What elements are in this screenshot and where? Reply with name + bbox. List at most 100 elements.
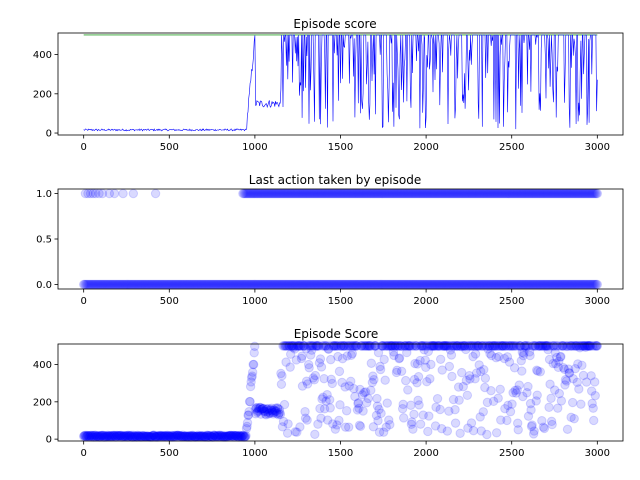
x-tick-label: 500 (160, 448, 179, 459)
score-point (132, 430, 143, 441)
score-point (223, 431, 234, 441)
score-point (224, 431, 234, 441)
score-point (266, 403, 277, 413)
score-point (486, 350, 497, 361)
score-point (153, 431, 163, 441)
score-point (226, 431, 237, 441)
score-point (406, 400, 416, 410)
score-point (402, 347, 412, 358)
score-point (109, 431, 119, 441)
score-point (372, 393, 382, 404)
score-point (266, 405, 276, 415)
score-point (172, 430, 182, 441)
score-point (567, 397, 578, 408)
score-point (172, 430, 183, 441)
score-point (418, 410, 428, 420)
score-point (209, 430, 219, 440)
score-point (263, 409, 274, 419)
score-point (590, 390, 600, 401)
score-point (218, 430, 228, 441)
y-tick-label: 0 (46, 129, 52, 140)
score-point (502, 415, 512, 426)
score-point (147, 430, 157, 441)
score-point (92, 431, 102, 441)
score-point (118, 431, 128, 441)
score-point (251, 409, 261, 419)
score-point (398, 413, 409, 423)
score-point (191, 431, 202, 441)
score-point (247, 371, 257, 381)
score-point (550, 347, 560, 357)
score-point (194, 431, 204, 441)
score-point (533, 366, 543, 376)
score-point (97, 430, 108, 441)
score-point (374, 427, 385, 437)
score-point (396, 366, 407, 376)
score-point (268, 409, 278, 419)
score-point (373, 347, 384, 358)
score-point (157, 430, 167, 441)
score-point (403, 385, 413, 395)
score-point (524, 347, 535, 357)
score-point (290, 344, 300, 354)
score-point (260, 407, 270, 417)
score-point (374, 404, 384, 415)
score-point (233, 431, 243, 441)
score-point (304, 363, 314, 373)
score-point (470, 374, 480, 384)
score-point (310, 370, 321, 381)
score-point (309, 375, 320, 385)
y-tick-label: 400 (33, 360, 52, 371)
score-point (295, 422, 305, 432)
score-point (511, 388, 521, 398)
score-point (178, 430, 188, 440)
y-tick-label: 1.0 (36, 189, 52, 200)
plot-area (78, 188, 603, 290)
score-point (297, 351, 307, 361)
x-tick-label: 3000 (585, 448, 610, 459)
score-point (157, 431, 167, 441)
x-tick-label: 0 (80, 448, 86, 459)
score-point (457, 367, 467, 378)
score-point (344, 381, 354, 391)
score-point (448, 394, 459, 405)
score-point (327, 378, 337, 389)
score-point (531, 396, 541, 406)
score-point (170, 430, 181, 441)
x-tick-label: 1500 (328, 142, 353, 153)
score-point (246, 377, 256, 387)
score-point (227, 431, 238, 442)
score-point (143, 431, 153, 441)
score-point (156, 431, 166, 442)
score-point (282, 428, 293, 438)
score-point (493, 393, 503, 403)
score-point (491, 353, 501, 363)
score-point (297, 381, 308, 391)
score-point (301, 343, 311, 354)
score-point (426, 359, 436, 370)
score-point (120, 431, 130, 441)
score-point (265, 408, 275, 419)
score-point (321, 396, 331, 406)
score-point (368, 371, 378, 381)
score-point (482, 429, 492, 440)
score-point (134, 431, 145, 442)
score-point (466, 418, 477, 428)
score-point (262, 404, 272, 414)
score-point (259, 406, 269, 416)
action-point (592, 188, 603, 199)
score-point (408, 424, 418, 434)
score-point (115, 431, 125, 441)
score-point (509, 363, 520, 373)
score-point (208, 430, 219, 440)
x-tick-label: 3000 (585, 296, 610, 307)
score-point (394, 353, 405, 363)
score-point (234, 431, 245, 441)
score-point (267, 406, 277, 416)
score-point (212, 431, 222, 441)
score-point (261, 404, 272, 414)
score-point (215, 430, 225, 440)
score-point (442, 426, 453, 436)
score-point (128, 430, 139, 441)
